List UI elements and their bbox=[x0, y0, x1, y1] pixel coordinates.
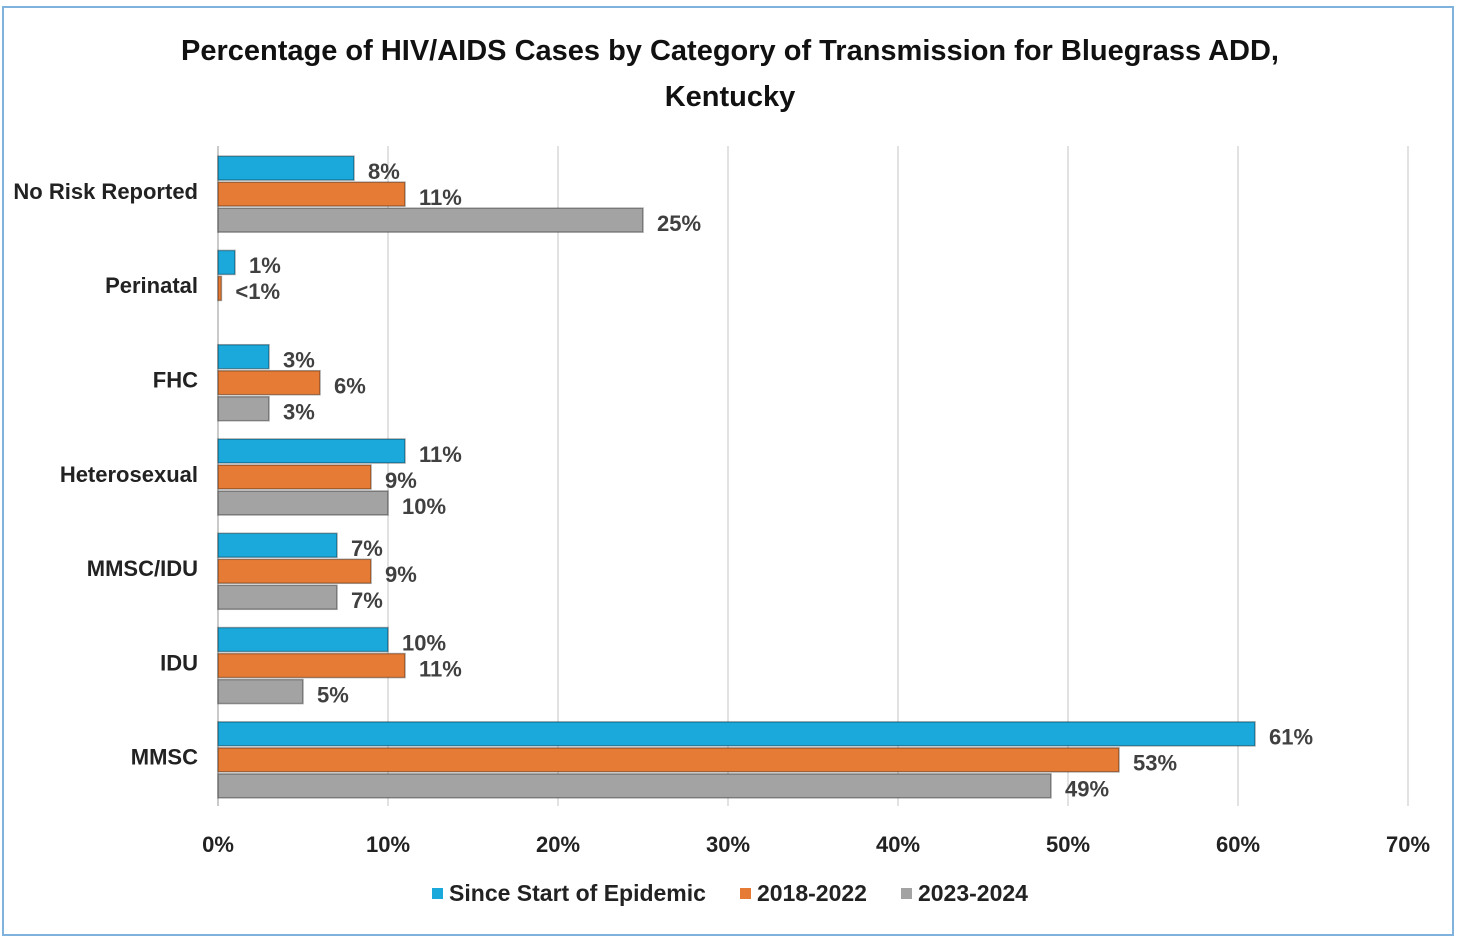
y-tick-label: Heterosexual bbox=[60, 462, 198, 487]
data-label: 11% bbox=[419, 442, 462, 467]
data-label: 9% bbox=[385, 562, 417, 587]
data-label: 25% bbox=[657, 211, 701, 236]
bar bbox=[217, 773, 1052, 799]
x-tick-label: 70% bbox=[1386, 832, 1430, 857]
chart-title: Percentage of HIV/AIDS Cases by Category… bbox=[180, 35, 1279, 113]
legend-item: Since Start of Epidemic bbox=[432, 880, 706, 907]
y-tick-label: FHC bbox=[153, 368, 198, 393]
data-label: 49% bbox=[1065, 777, 1109, 802]
x-tick-label: 20% bbox=[536, 832, 580, 857]
y-tick-label: IDU bbox=[160, 650, 198, 675]
x-tick-label: 10% bbox=[366, 832, 410, 857]
bar bbox=[217, 626, 389, 653]
data-label: 10% bbox=[402, 630, 446, 655]
bar bbox=[217, 155, 355, 181]
bar bbox=[217, 532, 338, 559]
data-label: 7% bbox=[351, 536, 383, 561]
legend-label: 2023-2024 bbox=[917, 880, 1028, 906]
bar bbox=[217, 558, 372, 585]
data-label: 8% bbox=[368, 159, 400, 184]
data-label: 3% bbox=[283, 348, 315, 373]
bar bbox=[217, 438, 406, 464]
bar bbox=[217, 652, 406, 679]
y-tick-label: MMSC bbox=[131, 745, 198, 770]
x-tick-label: 30% bbox=[706, 832, 750, 857]
y-tick-label: MMSC/IDU bbox=[87, 556, 198, 581]
data-label: 61% bbox=[1269, 725, 1313, 750]
bar bbox=[217, 369, 321, 396]
x-tick-label: 60% bbox=[1216, 832, 1260, 857]
data-label: 11% bbox=[419, 656, 462, 681]
bar bbox=[217, 395, 270, 422]
data-label: 5% bbox=[317, 682, 349, 707]
bar bbox=[217, 207, 644, 233]
legend-item: 2023-2024 bbox=[900, 880, 1028, 907]
data-label: 11% bbox=[419, 185, 462, 210]
y-tick-label: No Risk Reported bbox=[13, 179, 198, 204]
x-tick-label: 0% bbox=[202, 832, 234, 857]
legend-label: Since Start of Epidemic bbox=[449, 880, 706, 906]
x-tick-label: 40% bbox=[876, 832, 920, 857]
x-tick-label: 50% bbox=[1046, 832, 1090, 857]
data-label: 53% bbox=[1133, 751, 1177, 776]
data-label: <1% bbox=[235, 279, 280, 304]
legend-label: 2018-2022 bbox=[756, 880, 867, 906]
data-label: 10% bbox=[402, 494, 446, 519]
data-label: 7% bbox=[351, 588, 383, 613]
legend: Since Start of Epidemic 2018-2022 2023-202… bbox=[0, 880, 1460, 907]
bar bbox=[217, 490, 389, 516]
data-label: 6% bbox=[334, 374, 366, 399]
bar bbox=[217, 249, 236, 276]
bar bbox=[217, 678, 304, 705]
data-label: 3% bbox=[283, 400, 315, 425]
legend-swatch bbox=[432, 888, 444, 899]
y-tick-label: Perinatal bbox=[105, 273, 198, 298]
bar bbox=[217, 275, 223, 302]
legend-swatch bbox=[739, 888, 751, 899]
bar bbox=[217, 721, 1256, 747]
data-label: 9% bbox=[385, 468, 417, 493]
bar bbox=[217, 343, 270, 370]
data-label: 1% bbox=[249, 253, 281, 278]
legend-swatch bbox=[900, 888, 912, 899]
legend-item: 2018-2022 bbox=[739, 880, 867, 907]
bar bbox=[217, 464, 372, 490]
bar bbox=[217, 747, 1120, 773]
bar bbox=[217, 584, 338, 611]
bar bbox=[217, 181, 406, 207]
